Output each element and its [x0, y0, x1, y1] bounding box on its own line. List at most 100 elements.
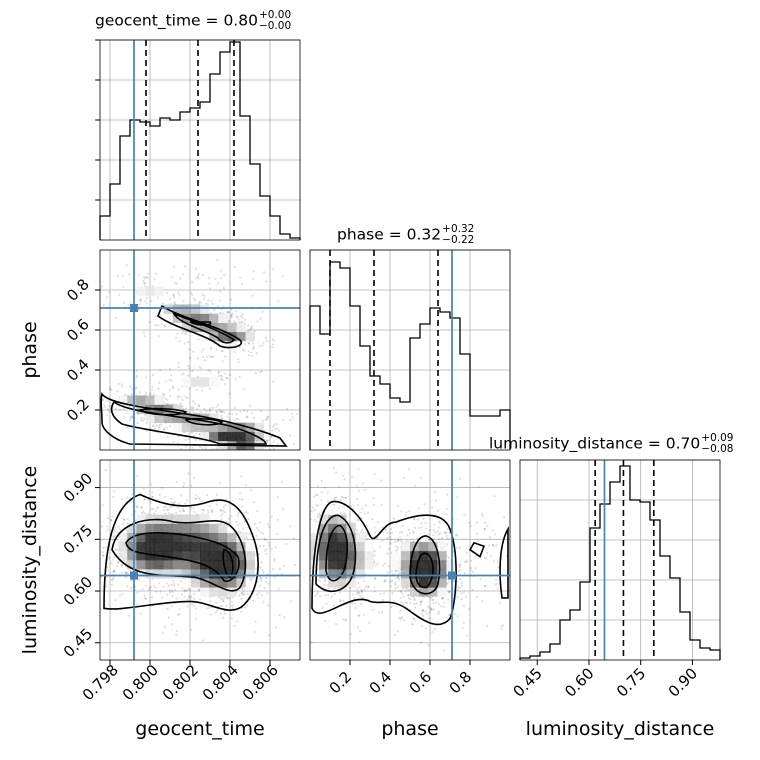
truth-marker — [448, 572, 456, 580]
sample-point — [399, 610, 401, 612]
sample-point — [455, 534, 457, 536]
density-cell — [155, 533, 164, 542]
sample-point — [227, 457, 229, 459]
sample-point — [294, 564, 296, 566]
sample-point — [321, 480, 323, 482]
sample-point — [360, 511, 362, 513]
sample-point — [522, 553, 524, 555]
sample-point — [405, 511, 407, 513]
sample-point — [382, 599, 384, 601]
sample-point — [219, 290, 221, 292]
x-tick-label-geocent_time: 0.806 — [239, 661, 282, 704]
sample-point — [175, 337, 177, 339]
sample-point — [177, 507, 179, 509]
sample-point — [304, 543, 306, 545]
sample-point — [195, 267, 197, 269]
sample-point — [407, 589, 409, 591]
density-cell — [164, 569, 173, 578]
sample-point — [474, 567, 476, 569]
sample-point — [187, 598, 189, 600]
sample-point — [342, 618, 344, 620]
sample-point — [195, 439, 197, 441]
sample-point — [128, 273, 130, 275]
sample-point — [261, 561, 263, 563]
sample-point — [390, 528, 392, 530]
density-cell — [401, 569, 410, 578]
sample-point — [305, 276, 307, 278]
sample-point — [382, 564, 384, 566]
sample-point — [333, 467, 335, 469]
sample-point — [193, 511, 195, 513]
sample-point — [244, 319, 246, 321]
sample-point — [395, 545, 397, 547]
density-cell — [146, 524, 155, 533]
sample-point — [363, 588, 365, 590]
sample-point — [259, 318, 261, 320]
density-cell — [246, 332, 255, 341]
sample-point — [443, 601, 445, 603]
sample-point — [241, 283, 243, 285]
sample-point — [182, 273, 184, 275]
sample-point — [182, 399, 184, 401]
sample-point — [461, 582, 463, 584]
sample-point — [265, 577, 267, 579]
sample-point — [391, 532, 393, 534]
y-tick-label-phase: 0.6 — [63, 315, 93, 345]
sample-point — [433, 608, 435, 610]
sample-point — [111, 583, 113, 585]
density-cell — [191, 542, 200, 551]
sample-point — [374, 577, 376, 579]
sample-point — [235, 521, 237, 523]
sample-point — [98, 518, 100, 520]
sample-point — [261, 345, 263, 347]
sample-point — [157, 506, 159, 508]
sample-point — [215, 463, 217, 465]
sample-point — [357, 591, 359, 593]
sample-point — [215, 602, 217, 604]
sample-point — [400, 601, 402, 603]
sample-point — [307, 497, 309, 499]
sample-point — [253, 501, 255, 503]
density-cell — [136, 524, 145, 533]
sample-point — [267, 542, 269, 544]
sample-point — [262, 311, 264, 313]
sample-point — [208, 277, 210, 279]
density-cell — [246, 560, 255, 569]
sample-point — [304, 575, 306, 577]
sample-point — [167, 509, 169, 511]
sample-point — [222, 617, 224, 619]
sample-point — [313, 496, 315, 498]
sample-point — [276, 427, 278, 429]
sample-point — [397, 586, 399, 588]
density-cell — [328, 560, 337, 569]
sample-point — [121, 571, 123, 573]
sample-point — [250, 326, 252, 328]
sample-point — [185, 445, 187, 447]
y-tick-label-luminosity_distance: 0.60 — [60, 573, 96, 609]
sample-point — [150, 586, 152, 588]
sample-point — [461, 585, 463, 587]
sample-point — [229, 419, 231, 421]
sample-point — [241, 456, 243, 458]
sample-point — [184, 502, 186, 504]
sample-point — [265, 581, 267, 583]
sample-point — [148, 321, 150, 323]
density-cell — [328, 542, 337, 551]
sample-point — [236, 620, 238, 622]
sample-point — [163, 586, 165, 588]
sample-point — [115, 599, 117, 601]
sample-point — [260, 410, 262, 412]
sample-point — [312, 507, 314, 509]
sample-point — [164, 496, 166, 498]
sample-point — [123, 302, 125, 304]
sample-point — [356, 498, 358, 500]
sample-point — [177, 292, 179, 294]
sample-point — [292, 416, 294, 418]
sample-point — [457, 570, 459, 572]
sample-point — [219, 482, 221, 484]
sample-point — [239, 277, 241, 279]
sample-point — [321, 607, 323, 609]
sample-point — [230, 515, 232, 517]
sample-point — [114, 527, 116, 529]
x-tick-label-geocent_time: 0.798 — [79, 661, 122, 704]
